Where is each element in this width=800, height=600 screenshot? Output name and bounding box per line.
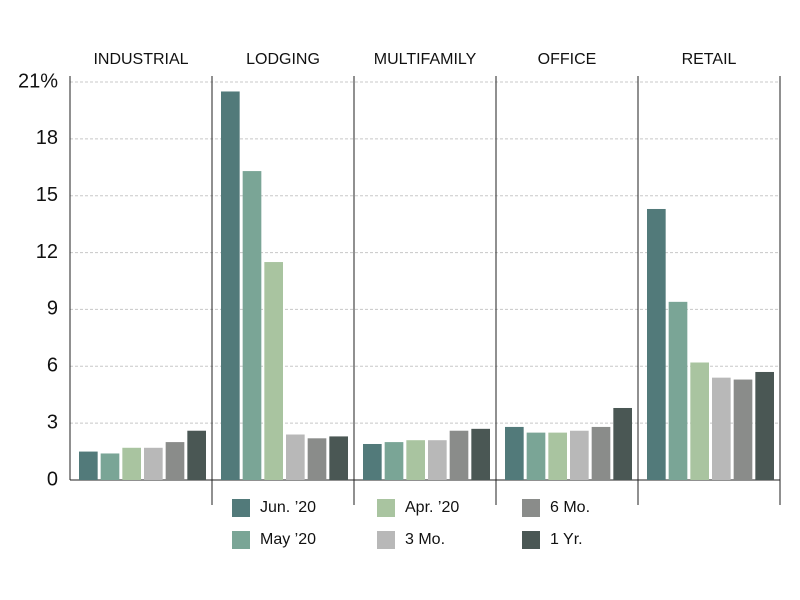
bar: [100, 453, 120, 480]
bar: [144, 447, 163, 480]
category-label: LODGING: [246, 51, 320, 68]
bar: [363, 443, 382, 480]
y-tick-label: 12: [36, 241, 58, 263]
y-tick-label: 21%: [18, 70, 58, 92]
legend-swatch: [522, 499, 540, 517]
category-label: RETAIL: [682, 51, 737, 68]
category-label: MULTIFAMILY: [374, 51, 477, 68]
bar: [647, 208, 666, 480]
bar: [221, 91, 240, 480]
bar: [307, 438, 327, 480]
category-label: OFFICE: [538, 51, 597, 68]
category-label: INDUSTRIAL: [93, 51, 188, 68]
y-tick-label: 3: [47, 411, 58, 433]
y-tick-label: 18: [36, 127, 58, 149]
bar: [242, 171, 262, 481]
bar: [712, 377, 731, 480]
legend-swatch: [377, 499, 395, 517]
bar: [613, 407, 632, 480]
bar: [471, 428, 490, 480]
bar: [122, 447, 141, 480]
legend-label: Apr. ’20: [405, 499, 459, 516]
bar: [570, 430, 589, 480]
bar: [286, 434, 305, 480]
bar: [384, 442, 404, 480]
bar: [329, 436, 348, 480]
bar: [591, 426, 611, 480]
bar: [79, 451, 98, 480]
bar: [428, 440, 447, 480]
y-tick-label: 6: [47, 355, 58, 377]
y-tick-label: 9: [47, 298, 58, 320]
y-tick-label: 15: [36, 184, 58, 206]
bar: [755, 371, 774, 480]
y-tick-label: 0: [47, 468, 58, 490]
legend-label: 6 Mo.: [550, 499, 590, 516]
legend-label: May ’20: [260, 531, 316, 548]
bar: [733, 379, 753, 480]
bar: [548, 432, 567, 480]
bar: [668, 301, 688, 480]
bar: [187, 430, 206, 480]
legend-swatch: [232, 499, 250, 517]
legend-swatch: [232, 531, 250, 549]
legend-swatch: [377, 531, 395, 549]
legend-label: Jun. ’20: [260, 499, 316, 516]
legend-label: 3 Mo.: [405, 531, 445, 548]
bar: [690, 362, 709, 480]
bar: [449, 430, 469, 480]
bar: [526, 432, 546, 480]
legend-swatch: [522, 531, 540, 549]
legend-label: 1 Yr.: [550, 531, 583, 548]
bar: [505, 426, 524, 480]
bar: [264, 262, 283, 480]
bar: [406, 440, 425, 480]
bar: [165, 442, 185, 480]
